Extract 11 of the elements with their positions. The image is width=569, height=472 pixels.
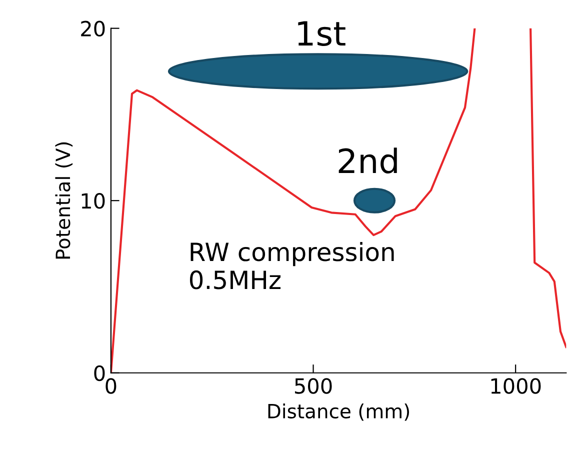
annotation: RW compression 0.5MHz (190, 242, 394, 290)
x-tick-label: 0 (106, 378, 116, 394)
y-tick-label: 20 (81, 20, 105, 37)
y-tick-label: 10 (82, 193, 105, 209)
annotation: 1st (298, 21, 346, 46)
y-axis-title: Potential (V) (55, 142, 73, 259)
y-tick-label: 0 (94, 365, 105, 382)
annotation: 2nd (338, 148, 397, 174)
x-tick-label: 500 (294, 378, 332, 394)
x-tick-label: 1000 (491, 378, 541, 394)
x-axis-title: Distance (mm) (268, 403, 410, 421)
